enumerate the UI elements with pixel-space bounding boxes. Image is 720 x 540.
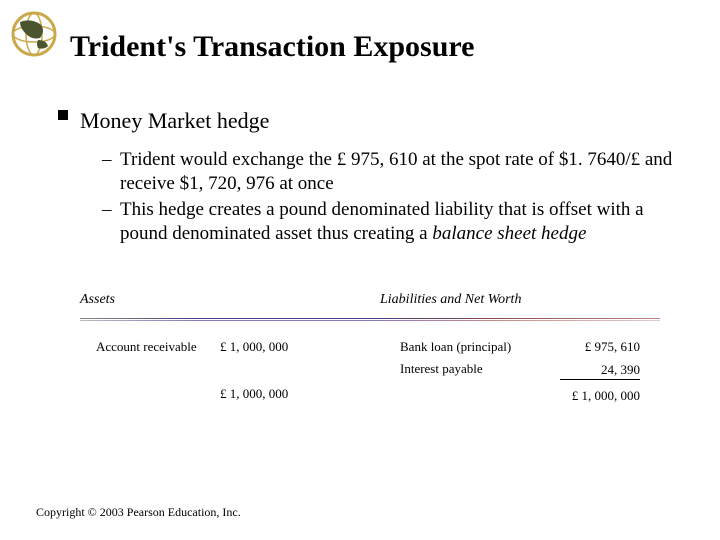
copyright-notice: Copyright © 2003 Pearson Education, Inc.: [36, 505, 241, 520]
interest-payable-label: Interest payable: [400, 361, 540, 380]
globe-logo-icon: [10, 10, 58, 58]
liabilities-header: Liabilities and Net Worth: [330, 292, 521, 308]
table-rule: [80, 318, 660, 321]
subpoint-1-text: Trident would exchange the £ 975, 610 at…: [120, 149, 672, 194]
assets-header: Assets: [80, 292, 330, 308]
account-receivable-label: Account receivable: [80, 339, 220, 355]
slide-title: Trident's Transaction Exposure: [70, 30, 475, 64]
account-receivable-value: £ 1, 000, 000: [220, 339, 330, 355]
bank-loan-value: £ 975, 610: [560, 339, 640, 355]
subpoint-2: –This hedge creates a pound denominated …: [120, 198, 680, 246]
assets-total: £ 1, 000, 000: [220, 386, 330, 404]
balance-sheet-table: Assets Liabilities and Net Worth Account…: [80, 292, 660, 410]
subpoint-1: –Trident would exchange the £ 975, 610 a…: [120, 148, 680, 196]
liabilities-total: £ 1, 000, 000: [560, 388, 640, 404]
heading: Money Market hedge: [80, 108, 269, 134]
subpoint-2-text-b: balance sheet hedge: [432, 223, 586, 244]
bank-loan-label: Bank loan (principal): [400, 339, 540, 355]
bullet-icon: [58, 110, 68, 120]
interest-payable-value: 24, 390: [560, 361, 640, 380]
